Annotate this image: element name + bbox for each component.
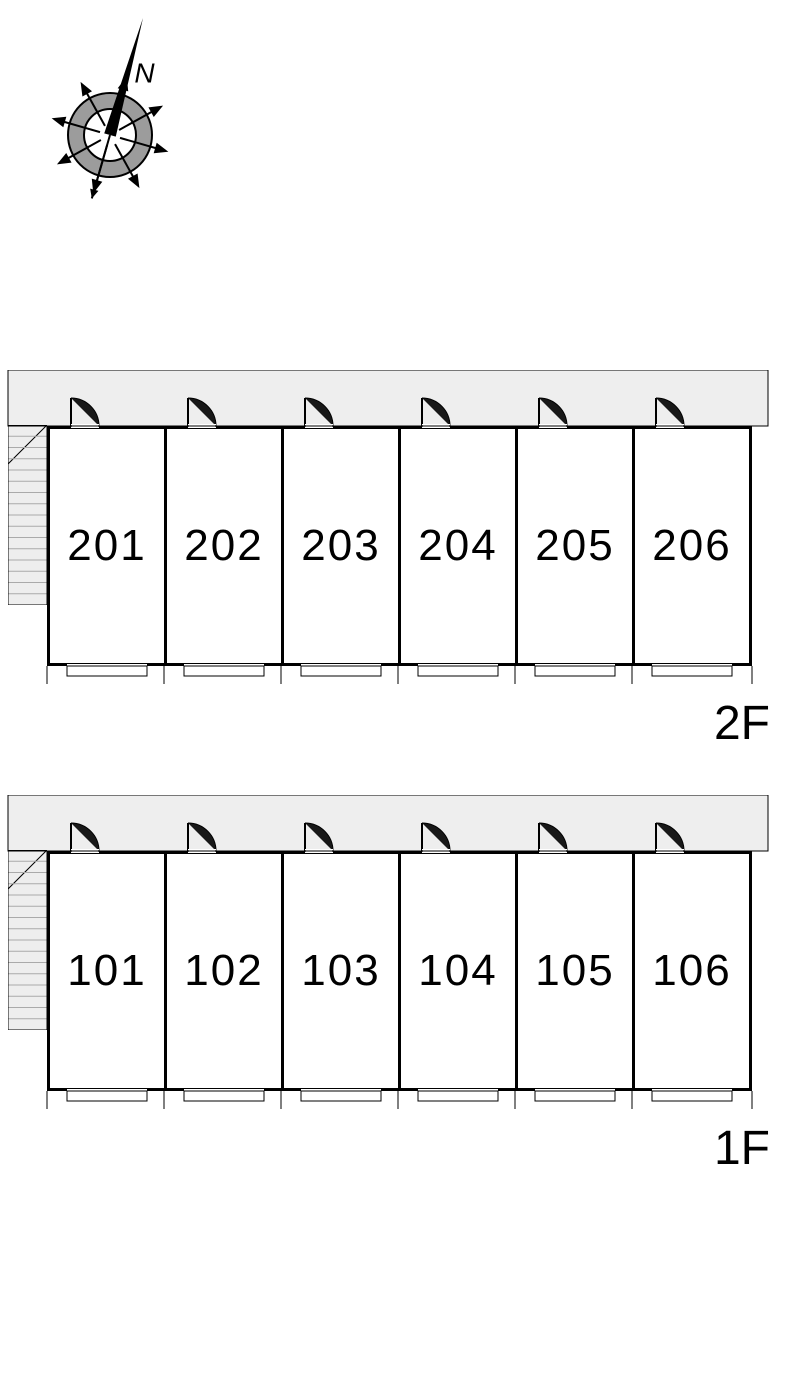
doors-balconies-1f: [0, 795, 778, 1171]
floor-plan-1f: 101 102 103 104 105 106 1F: [0, 795, 800, 1191]
doors-balconies-2f: [0, 370, 778, 746]
compass: N: [0, 0, 220, 235]
floor-plan-2f: 201 202 203 204 205 206 2F: [0, 370, 800, 766]
floor-label-2f: 2F: [714, 696, 770, 751]
floor-label-1f: 1F: [714, 1121, 770, 1176]
compass-north-label: N: [134, 58, 155, 89]
